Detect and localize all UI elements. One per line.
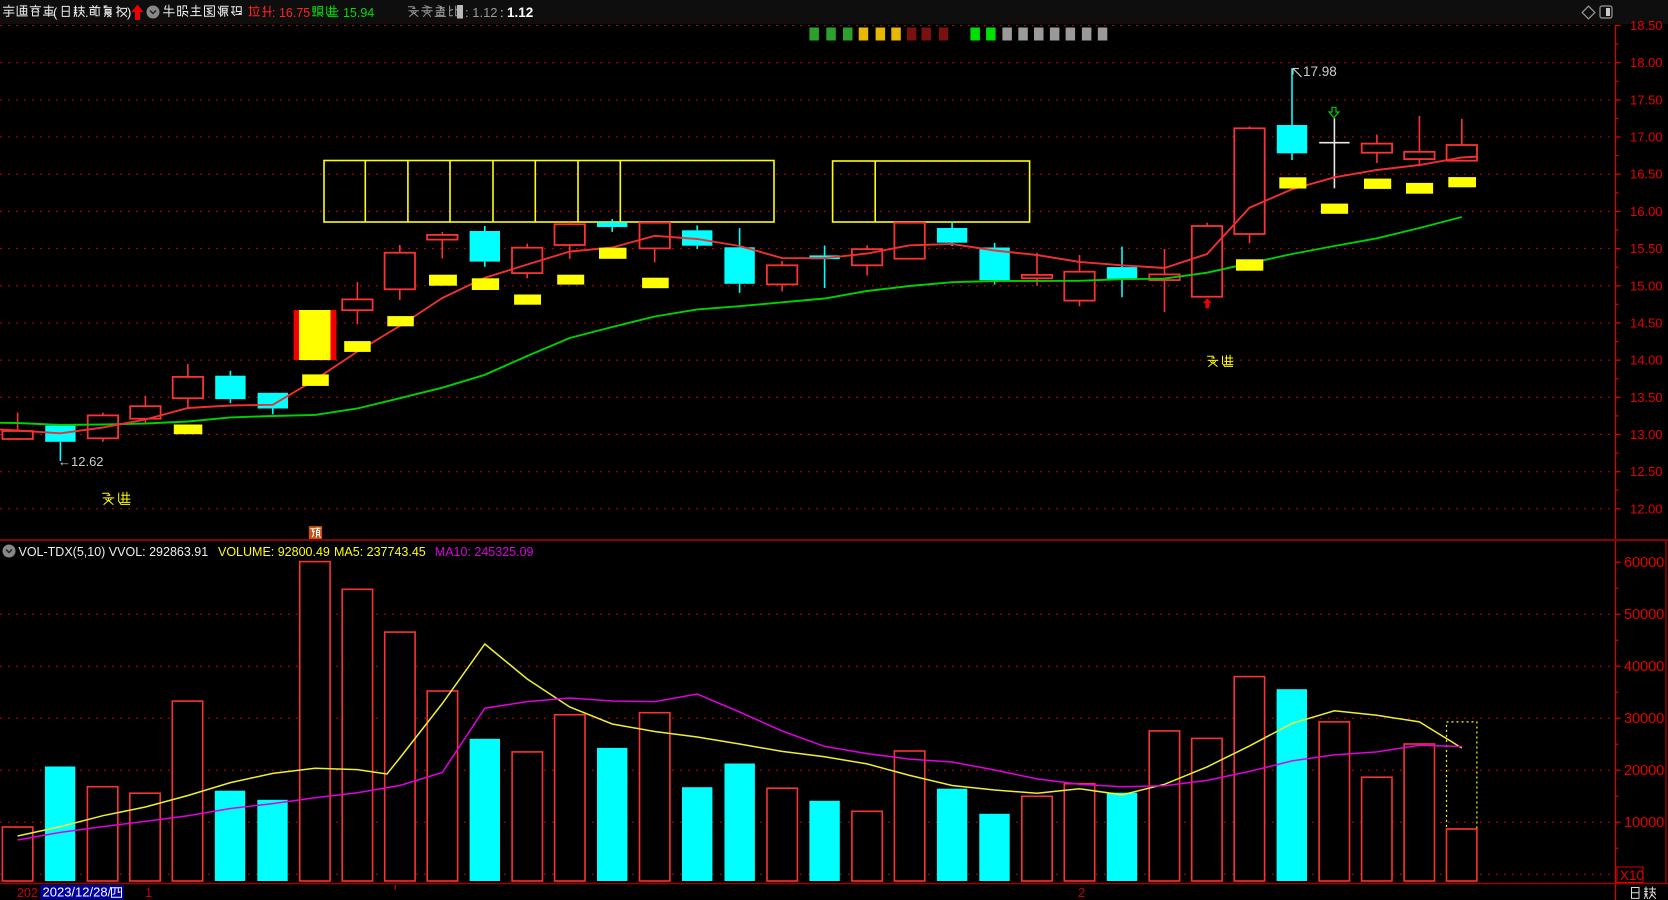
svg-text:13.00: 13.00: [1630, 427, 1663, 442]
svg-text:MA10: 245325.09: MA10: 245325.09: [435, 545, 534, 559]
svg-text:13.50: 13.50: [1630, 390, 1663, 405]
svg-text:2023/12/28/: 2023/12/28/: [43, 885, 112, 900]
svg-text:18.00: 18.00: [1630, 55, 1663, 70]
svg-text:50000: 50000: [1624, 607, 1664, 623]
svg-text:←12.62: ←12.62: [58, 454, 104, 469]
svg-text:20000: 20000: [1624, 763, 1664, 779]
svg-text:(: (: [53, 5, 58, 20]
svg-text:1.12: 1.12: [507, 5, 533, 20]
svg-text:VOL-TDX(5,10) VVOL: 292863.91: VOL-TDX(5,10) VVOL: 292863.91: [19, 545, 209, 559]
svg-text:17.00: 17.00: [1630, 130, 1663, 145]
svg-text:30000: 30000: [1624, 711, 1664, 727]
svg-text:10000: 10000: [1624, 815, 1664, 831]
svg-text:X10: X10: [1620, 868, 1644, 883]
svg-text:12.50: 12.50: [1630, 464, 1663, 479]
svg-text::: :: [500, 5, 504, 20]
svg-text:202: 202: [17, 886, 38, 900]
svg-text:1: 1: [145, 885, 152, 900]
svg-text:14.50: 14.50: [1630, 315, 1663, 330]
svg-text:15.50: 15.50: [1630, 241, 1663, 256]
svg-text:.: .: [85, 5, 89, 20]
svg-text:VOLUME: 92800.49: VOLUME: 92800.49: [218, 545, 330, 559]
svg-text:17.50: 17.50: [1630, 92, 1663, 107]
svg-text:17.98: 17.98: [1303, 64, 1337, 79]
svg-text:40000: 40000: [1624, 659, 1664, 675]
svg-text:18.50: 18.50: [1630, 18, 1663, 33]
svg-text:16.50: 16.50: [1630, 167, 1663, 182]
svg-text:16.00: 16.00: [1630, 204, 1663, 219]
svg-text:): ): [127, 5, 131, 20]
svg-text:14.00: 14.00: [1630, 353, 1663, 368]
svg-text:: 16.75: : 16.75: [272, 6, 310, 20]
svg-text:12.00: 12.00: [1630, 501, 1663, 516]
svg-text:60000: 60000: [1624, 555, 1664, 571]
svg-text:MA5: 237743.45: MA5: 237743.45: [334, 545, 426, 559]
svg-text:15.00: 15.00: [1630, 278, 1663, 293]
svg-text:2: 2: [1078, 885, 1085, 900]
svg-text:: 15.94: : 15.94: [336, 6, 374, 20]
svg-text:: 1.12: : 1.12: [465, 5, 498, 20]
